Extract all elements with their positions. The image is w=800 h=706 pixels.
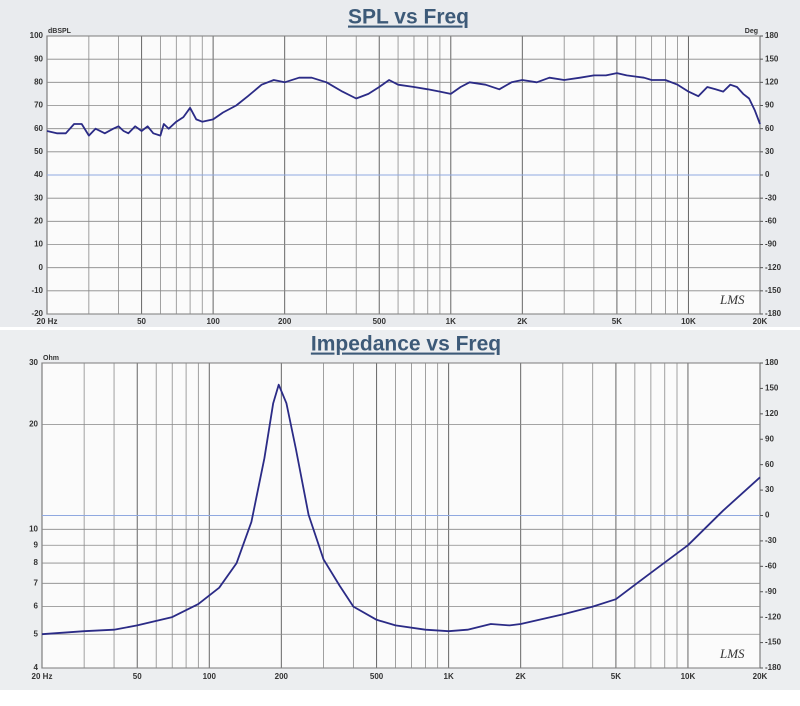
y2-tick-label: -30: [765, 536, 777, 545]
y-tick-label: 0: [39, 263, 44, 272]
y2-tick-label: 60: [765, 124, 774, 133]
x-tick-label: 20 Hz: [37, 317, 58, 326]
y2-tick-label: 60: [765, 460, 774, 469]
x-tick-label: 200: [278, 317, 292, 326]
y-tick-label: 10: [34, 240, 43, 249]
x-tick-label: 2K: [516, 672, 526, 681]
y-tick-label: 4: [34, 663, 39, 672]
chart-title: Impedance vs Freq: [311, 333, 501, 356]
y2-tick-label: 90: [765, 101, 774, 110]
y2-tick-label: -180: [765, 663, 782, 672]
y2-tick-label: -150: [765, 638, 782, 647]
y-tick-label: 20: [34, 216, 43, 225]
y2-tick-label: -180: [765, 309, 782, 318]
x-tick-label: 20 Hz: [32, 672, 53, 681]
y-tick-label: -20: [31, 309, 43, 318]
y-tick-label: 9: [34, 540, 39, 549]
y-tick-label: 100: [30, 31, 44, 40]
x-tick-label: 500: [373, 317, 387, 326]
y2-tick-label: 0: [765, 170, 770, 179]
annotation: LMS: [719, 646, 745, 661]
data-line: [41, 383, 761, 636]
x-tick-label: 1K: [446, 317, 456, 326]
data-line: [46, 72, 761, 137]
annotation: LMS: [719, 292, 745, 307]
x-tick-label: 20K: [753, 672, 768, 681]
y2-tick-label: -60: [765, 216, 777, 225]
y2-tick-label: -120: [765, 263, 782, 272]
y-tick-label: 30: [29, 358, 38, 367]
y2-tick-label: -90: [765, 240, 777, 249]
chart-title: SPL vs Freq: [348, 6, 469, 29]
y-tick-label: 80: [34, 77, 43, 86]
y2-tick-label: 0: [765, 511, 770, 520]
y-axis-label: dBSPL: [48, 28, 72, 35]
x-tick-label: 20K: [753, 317, 768, 326]
y-tick-label: -10: [31, 286, 43, 295]
x-tick-label: 2K: [517, 317, 527, 326]
x-tick-label: 500: [370, 672, 384, 681]
y-axis-label: Ohm: [43, 355, 59, 362]
x-tick-label: 10K: [681, 672, 696, 681]
y-tick-label: 8: [34, 558, 39, 567]
y2-tick-label: 90: [765, 434, 774, 443]
y-tick-label: 5: [34, 629, 39, 638]
x-tick-label: 10K: [681, 317, 696, 326]
y-tick-label: 30: [34, 193, 43, 202]
y-tick-label: 70: [34, 101, 43, 110]
y-tick-label: 6: [34, 602, 39, 611]
y2-tick-label: 180: [765, 358, 779, 367]
y2-tick-label: -120: [765, 612, 782, 621]
x-tick-label: 50: [133, 672, 142, 681]
x-tick-label: 5K: [611, 672, 621, 681]
y2-tick-label: 120: [765, 77, 779, 86]
x-tick-label: 1K: [444, 672, 454, 681]
y2-tick-label: 30: [765, 147, 774, 156]
x-tick-label: 100: [203, 672, 217, 681]
y2-tick-label: 150: [765, 384, 779, 393]
x-tick-label: 50: [137, 317, 146, 326]
y2-tick-label: 120: [765, 409, 779, 418]
x-tick-label: 200: [275, 672, 289, 681]
y-tick-label: 7: [34, 578, 39, 587]
y-tick-label: 50: [34, 147, 43, 156]
y2-axis-label: Deg: [745, 28, 758, 35]
y-tick-label: 10: [29, 524, 38, 533]
x-tick-label: 5K: [612, 317, 622, 326]
y2-tick-label: 180: [765, 31, 779, 40]
y2-tick-label: 30: [765, 485, 774, 494]
y-tick-label: 40: [34, 170, 43, 179]
y2-tick-label: -150: [765, 286, 782, 295]
y2-tick-label: -90: [765, 587, 777, 596]
y2-tick-label: -60: [765, 561, 777, 570]
y2-tick-label: 150: [765, 54, 779, 63]
y-tick-label: 20: [29, 419, 38, 428]
y2-tick-label: -30: [765, 193, 777, 202]
x-tick-label: 100: [206, 317, 220, 326]
y-tick-label: 60: [34, 124, 43, 133]
y-tick-label: 90: [34, 54, 43, 63]
